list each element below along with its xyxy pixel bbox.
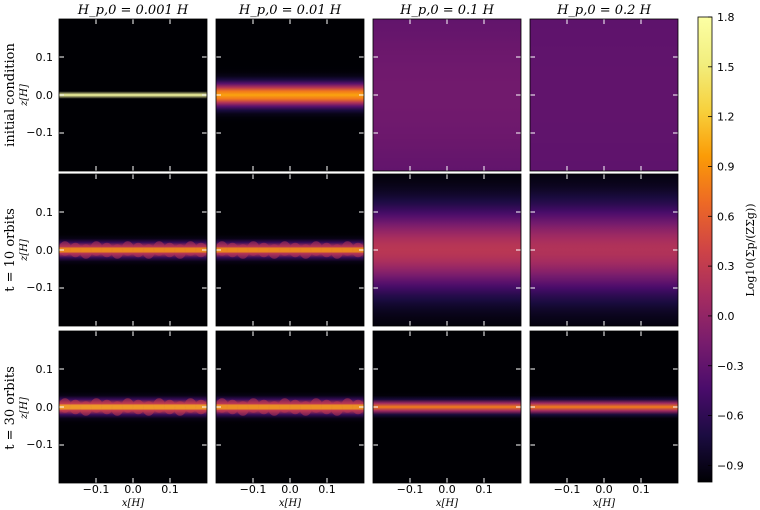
panel-frame bbox=[372, 330, 522, 484]
ylabel-row-3: z[H] bbox=[19, 397, 30, 420]
panel-image bbox=[530, 19, 678, 171]
panel-image bbox=[59, 19, 207, 171]
colorbar-tick-label: −0.9 bbox=[717, 459, 744, 472]
xtick-c3-1: 0.0 bbox=[438, 483, 456, 496]
ytick-r1-2: −0.1 bbox=[26, 126, 53, 139]
ytick-r2-1: 0.0 bbox=[36, 244, 54, 257]
panel-frame bbox=[58, 173, 208, 327]
colorbar-tick-label: 0.0 bbox=[717, 310, 735, 323]
colorbar-tick-label: 0.9 bbox=[717, 160, 735, 173]
ytick-r3-1: 0.0 bbox=[36, 401, 54, 414]
panel-r2-c1 bbox=[58, 173, 208, 327]
xtick-c1-0: −0.1 bbox=[83, 483, 110, 496]
xtick-c4-2: 0.1 bbox=[632, 483, 650, 496]
xtick-c2-0: −0.1 bbox=[240, 483, 267, 496]
panel-r3-c2 bbox=[215, 330, 365, 484]
panel-r1-c4 bbox=[529, 18, 679, 172]
xtick-c3-0: −0.1 bbox=[397, 483, 424, 496]
panel-r2-c4 bbox=[529, 173, 679, 327]
xtick-c4-0: −0.1 bbox=[554, 483, 581, 496]
xlabel-col-3: x[H] bbox=[436, 498, 458, 509]
ytick-r3-0: 0.1 bbox=[36, 363, 54, 376]
ylabel-row-2: z[H] bbox=[19, 239, 30, 262]
column-title-2: H_p,0 = 0.01 H bbox=[238, 3, 342, 18]
row-title-1: initial condition bbox=[3, 43, 18, 147]
column-title-4: H_p,0 = 0.2 H bbox=[556, 3, 652, 18]
panel-r2-c2 bbox=[215, 173, 365, 327]
panel-frame bbox=[529, 330, 679, 484]
colorbar-label: Log10(Σp/(ZΣg)) bbox=[744, 203, 757, 296]
panel-frame bbox=[58, 18, 208, 172]
layer-core bbox=[216, 247, 364, 253]
row-title-3: t = 30 orbits bbox=[3, 366, 18, 449]
panel-frame bbox=[58, 330, 208, 484]
xlabel-col-2: x[H] bbox=[279, 498, 301, 509]
colorbar-ticks: 1.8 1.5 1.2 0.9 0.6 0.3 0.0 −0.3 −0.6 −0.9 bbox=[708, 11, 744, 472]
column-title-3: H_p,0 = 0.1 H bbox=[399, 3, 495, 18]
column-title-1: H_p,0 = 0.001 H bbox=[77, 3, 189, 18]
heatmap-panels bbox=[58, 18, 679, 484]
layer-core bbox=[59, 404, 207, 410]
panel-frame bbox=[215, 18, 365, 172]
ytick-r2-0: 0.1 bbox=[36, 206, 54, 219]
colorbar-tick-label: 1.5 bbox=[717, 61, 735, 74]
panel-r1-c1 bbox=[58, 18, 208, 172]
panel-r1-c2 bbox=[215, 18, 365, 172]
xtick-c2-2: 0.1 bbox=[318, 483, 336, 496]
ytick-r3-2: −0.1 bbox=[26, 438, 53, 451]
panel-frame bbox=[215, 173, 365, 327]
xtick-c3-2: 0.1 bbox=[475, 483, 493, 496]
panel-image bbox=[373, 19, 521, 171]
xtick-c2-1: 0.0 bbox=[281, 483, 299, 496]
colorbar-tick-label: −0.6 bbox=[717, 410, 744, 423]
xtick-c1-1: 0.0 bbox=[124, 483, 142, 496]
panel-r1-c3 bbox=[372, 18, 522, 172]
ylabel-row-1: z[H] bbox=[19, 84, 30, 107]
panel-frame bbox=[215, 330, 365, 484]
ytick-r2-2: −0.1 bbox=[26, 281, 53, 294]
panel-r3-c1 bbox=[58, 330, 208, 484]
x-tick-labels: −0.1 0.0 0.1 −0.1 0.0 0.1 −0.1 0.0 0.1 −… bbox=[83, 483, 650, 496]
panel-r3-c3 bbox=[372, 330, 522, 484]
xtick-c1-2: 0.1 bbox=[161, 483, 179, 496]
panel-frame bbox=[529, 173, 679, 327]
ytick-r1-0: 0.1 bbox=[36, 51, 54, 64]
panel-image bbox=[373, 331, 521, 483]
panel-r2-c3 bbox=[372, 173, 522, 327]
colorbar bbox=[697, 16, 713, 483]
panel-r3-c4 bbox=[529, 330, 679, 484]
panel-image bbox=[530, 174, 678, 326]
panel-image bbox=[530, 331, 678, 483]
xtick-c4-1: 0.0 bbox=[595, 483, 613, 496]
row-title-2: t = 10 orbits bbox=[3, 208, 18, 291]
colorbar-tick-label: 1.2 bbox=[717, 111, 735, 124]
xlabel-col-1: x[H] bbox=[122, 498, 144, 509]
y-tick-labels: 0.1 0.0 −0.1 0.1 0.0 −0.1 0.1 0.0 −0.1 bbox=[26, 51, 53, 451]
panel-image bbox=[373, 174, 521, 326]
panel-frame bbox=[529, 18, 679, 172]
colorbar-tick-label: 0.3 bbox=[717, 260, 735, 273]
colorbar-tick-label: 0.6 bbox=[717, 210, 735, 223]
panel-image bbox=[216, 19, 364, 171]
ytick-r1-1: 0.0 bbox=[36, 89, 54, 102]
colorbar-tick-label: 1.8 bbox=[717, 11, 735, 24]
xlabel-col-4: x[H] bbox=[593, 498, 615, 509]
colorbar-tick-label: −0.3 bbox=[717, 360, 744, 373]
panel-frame bbox=[372, 173, 522, 327]
layer-core bbox=[216, 404, 364, 410]
layer-core bbox=[59, 247, 207, 253]
panel-frame bbox=[372, 18, 522, 172]
